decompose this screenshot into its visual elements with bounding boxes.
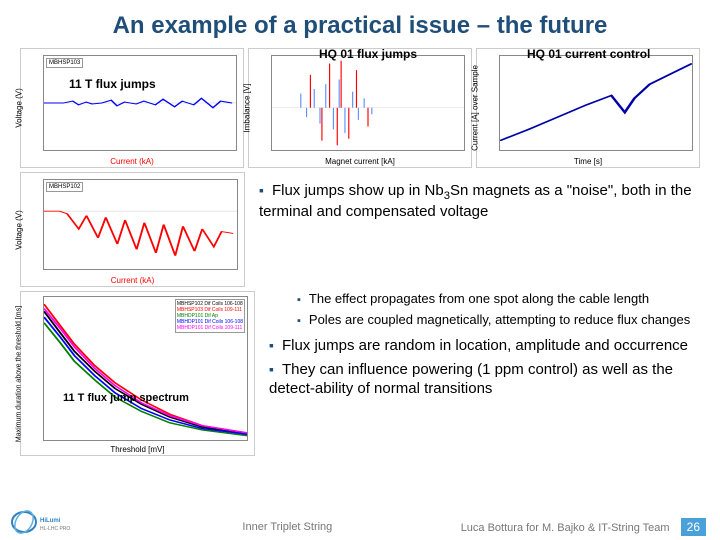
chart1-label: 11 T flux jumps [69, 77, 156, 91]
chart-11t-flux-jumps: 11 T flux jumps Voltage (V) Current (kA)… [20, 48, 244, 168]
bullet-1: Flux jumps show up in Nb3Sn magnets as a… [259, 182, 692, 222]
chart1-ylabel: Voltage (V) [15, 88, 24, 128]
chart2-plot [271, 55, 465, 151]
slide-title: An example of a practical issue – the fu… [0, 0, 720, 48]
mid-row: Voltage (V) Current (kA) MBHSP102 Flux j… [0, 168, 720, 287]
chartmid-ylabel: Voltage (V) [15, 210, 24, 250]
bottom-row: 11 T flux jump spectrum Maximum duration… [0, 287, 720, 456]
top-charts-row: 11 T flux jumps Voltage (V) Current (kA)… [0, 48, 720, 168]
footer-center: Inner Triplet String [114, 521, 461, 533]
chartmid-xlabel: Current (kA) [111, 276, 155, 285]
chart2-ylabel: Imbalance [V] [243, 84, 252, 133]
chart2-xlabel: Magnet current [kA] [325, 157, 395, 166]
chart3-xlabel: Time [s] [574, 157, 602, 166]
chart3-plot [499, 55, 693, 151]
chartbot-plot: MBHSP102 Dif Coils 106-108 MBHSP103 Dif … [43, 296, 248, 441]
chart-mid-voltage: Voltage (V) Current (kA) MBHSP102 [20, 172, 245, 287]
bullet-area-bottom: The effect propagates from one spot alon… [265, 291, 700, 456]
chart3-ylabel: Current [A] over Sample [471, 65, 480, 151]
chartmid-series-title: MBHSP102 [46, 182, 83, 192]
footer: Inner Triplet String Luca Bottura for M.… [0, 520, 720, 534]
chartbot-ylabel: Maximum duration above the threshold [ms… [16, 305, 23, 441]
chart3-label: HQ 01 current control [527, 47, 650, 61]
bullet-2: Flux jumps are random in location, ampli… [269, 337, 692, 356]
bullet-3: They can influence powering (1 ppm contr… [269, 361, 692, 399]
chart-hq01-current-control: HQ 01 current control Current [A] over S… [476, 48, 700, 168]
chart2-label: HQ 01 flux jumps [319, 47, 417, 61]
sub-bullet-1: The effect propagates from one spot alon… [297, 291, 692, 308]
chartmid-plot: MBHSP102 [43, 179, 238, 270]
chartbot-xlabel: Threshold [mV] [110, 445, 164, 454]
chart1-plot: MBHSP103 [43, 55, 237, 151]
sub-bullet-2: Poles are coupled magnetically, attempti… [297, 312, 692, 329]
chart1-series-title: MBHSP103 [46, 58, 83, 68]
slide-number: 26 [681, 518, 706, 536]
bullet-area-top: Flux jumps show up in Nb3Sn magnets as a… [255, 172, 700, 287]
chartbot-label: 11 T flux jump spectrum [63, 392, 189, 404]
footer-right: Luca Bottura for M. Bajko & IT-String Te… [461, 520, 706, 534]
chartbot-legend: MBHSP102 Dif Coils 106-108 MBHSP103 Dif … [175, 299, 245, 333]
chart1-xlabel: Current (kA) [110, 157, 154, 166]
chart-hq01-flux-jumps: HQ 01 flux jumps Imbalance [V] Magnet cu… [248, 48, 472, 168]
chart-spectrum: 11 T flux jump spectrum Maximum duration… [20, 291, 255, 456]
